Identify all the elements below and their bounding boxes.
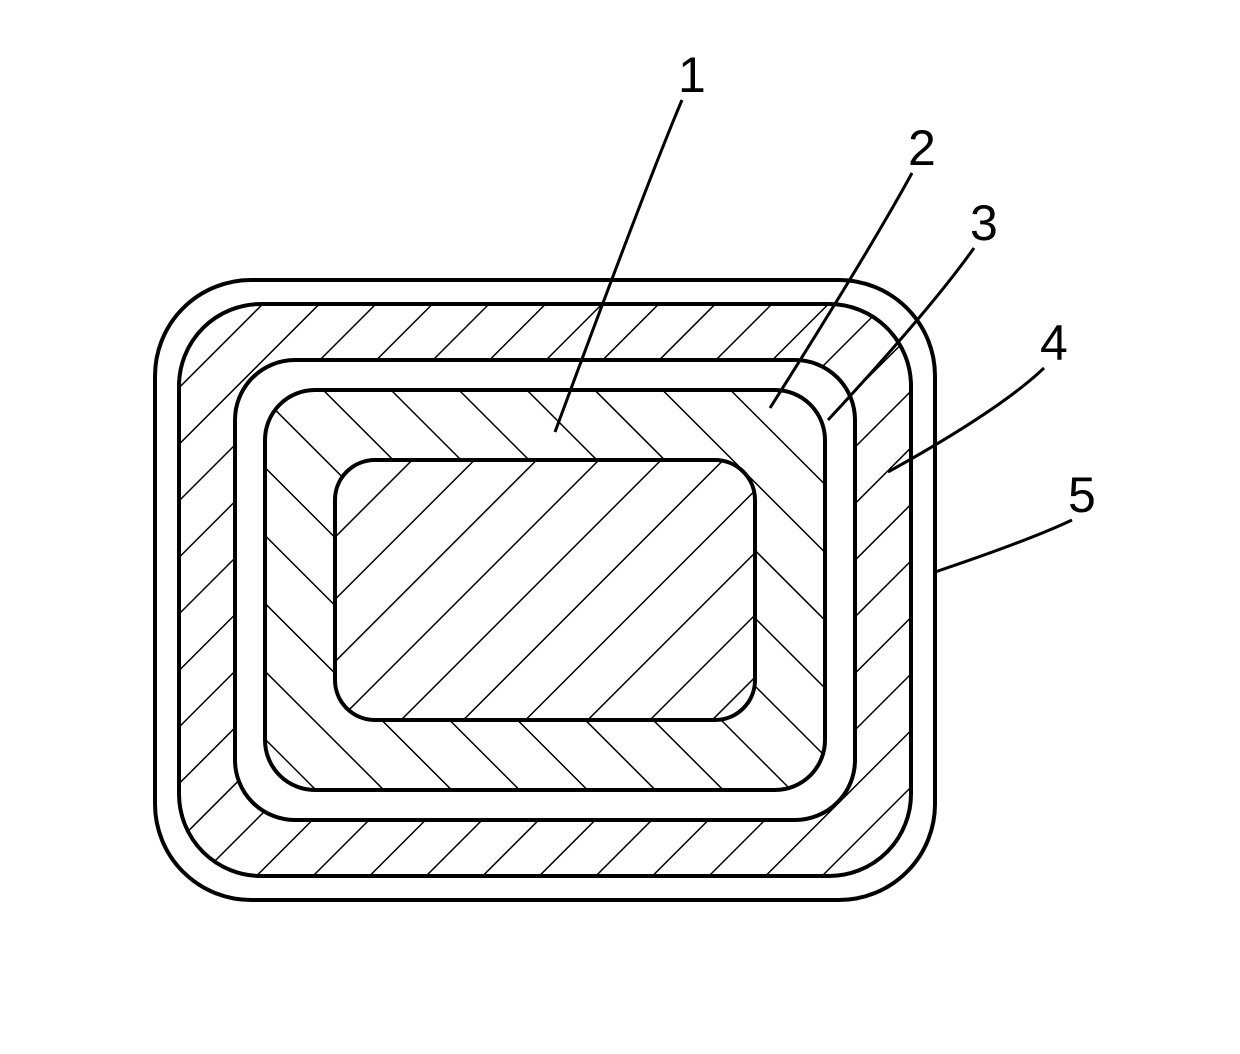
label-3: 3 bbox=[970, 195, 998, 251]
leader-5 bbox=[935, 520, 1072, 572]
cross-section-figure: 12345 bbox=[0, 0, 1240, 1054]
label-5: 5 bbox=[1068, 467, 1096, 523]
layer-1-fill bbox=[335, 460, 755, 720]
layer-group bbox=[155, 280, 935, 900]
label-2: 2 bbox=[908, 120, 936, 176]
label-1: 1 bbox=[678, 47, 706, 103]
label-4: 4 bbox=[1040, 315, 1068, 371]
